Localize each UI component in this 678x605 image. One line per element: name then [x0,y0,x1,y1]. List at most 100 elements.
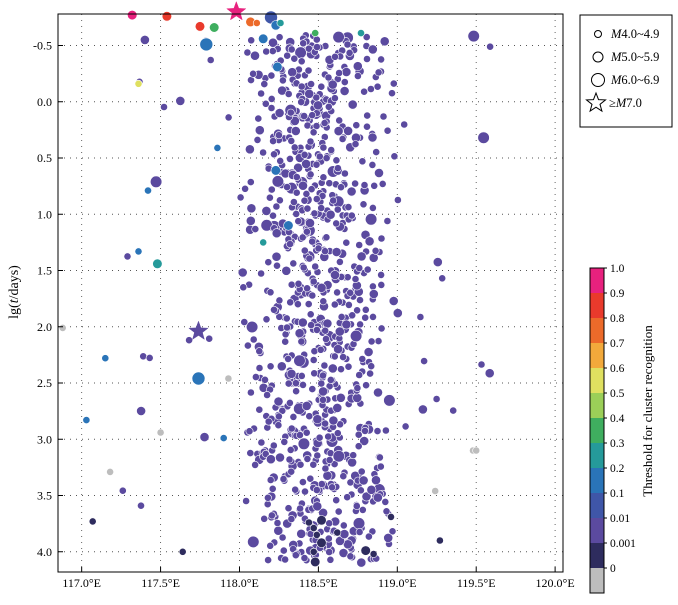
event-dot [362,381,370,390]
event-dot [367,44,378,55]
event-dot [237,267,248,278]
event-dot [352,61,363,72]
event-dot [301,487,309,496]
event-dot [118,486,127,495]
colorbar-segment [590,368,604,393]
event-dot [271,228,282,239]
event-dot [359,436,370,446]
event-dot-colored [312,531,321,539]
event-dot [145,353,154,362]
event-dot [486,42,494,51]
event-dot [356,320,364,329]
event-dot [267,71,276,80]
event-dot [392,308,403,318]
event-dot [361,491,372,502]
event-dot [265,454,276,465]
event-dot [300,554,309,562]
event-dot [325,519,334,528]
event-dot [308,291,317,300]
event-dot [335,69,343,77]
colorbar-segment [590,493,604,518]
legend-marker-large [591,73,605,87]
event-dot [307,321,315,329]
event-dot [366,85,375,93]
event-dot [358,355,367,363]
event-dot [303,454,312,463]
event-dot [321,419,329,428]
event-dot [266,362,275,371]
event-dot [334,507,343,516]
event-dot [282,314,291,323]
event-dot [346,478,355,487]
event-dot [306,474,315,483]
event-dot [374,337,383,345]
event-dot [337,183,345,192]
legend-box [579,14,673,128]
event-dot [286,154,294,163]
event-dot [281,337,290,346]
event-dot [271,251,282,262]
event-dot [139,352,148,361]
event-dot [390,152,399,161]
event-dot [289,116,300,126]
event-dot [254,114,263,123]
event-dot [185,336,193,345]
event-dot [271,175,285,188]
event-dot-colored [156,428,165,437]
event-dot [291,551,300,560]
event-dot [241,184,249,193]
event-dot [315,152,324,161]
event-dot-colored [258,33,269,44]
event-dot [297,98,306,106]
event-dot [290,126,301,136]
event-dot [275,312,284,321]
event-dot [368,203,377,212]
event-dot [261,205,272,216]
event-dot [343,125,353,136]
event-dot-colored [101,354,110,363]
event-dot [308,111,317,120]
event-dot-colored [304,518,313,527]
event-dot-colored [224,374,233,383]
event-dot [377,55,385,64]
event-dot-colored [219,434,228,442]
event-dot [270,305,278,314]
event-dot-colored [272,61,283,73]
event-dot [388,296,399,306]
event-dot [293,300,302,309]
event-dot [321,464,330,473]
event-dot [269,441,278,450]
event-dot [281,265,292,276]
event-dot [259,148,267,157]
x-tick-label: 119.5°E [457,576,496,590]
event-dot [279,546,288,555]
event-dot [257,438,266,447]
event-dot [316,282,327,293]
event-dot [287,515,296,523]
event-dot [313,451,322,460]
event-dot [336,420,344,429]
event-dot [298,233,307,242]
event-dot [344,300,353,309]
star-event-icon [226,0,247,21]
event-dot [400,120,409,129]
event-dot-colored [191,371,206,386]
event-dot [361,426,369,435]
event-dot [373,427,382,435]
event-dot [339,521,348,530]
event-dot [297,337,306,346]
event-dot [328,483,336,492]
event-dot [260,80,269,88]
event-dot [239,283,248,292]
event-dot [298,180,308,191]
event-dot [330,94,339,103]
event-dot-colored [134,79,143,88]
event-dot [333,164,342,173]
event-dot [304,88,315,99]
colorbar-label: 0.4 [610,413,625,425]
event-dot-colored [194,21,206,32]
event-dot [275,296,284,305]
event-dot [317,82,326,91]
event-dot [344,362,353,371]
event-dot [298,478,307,486]
